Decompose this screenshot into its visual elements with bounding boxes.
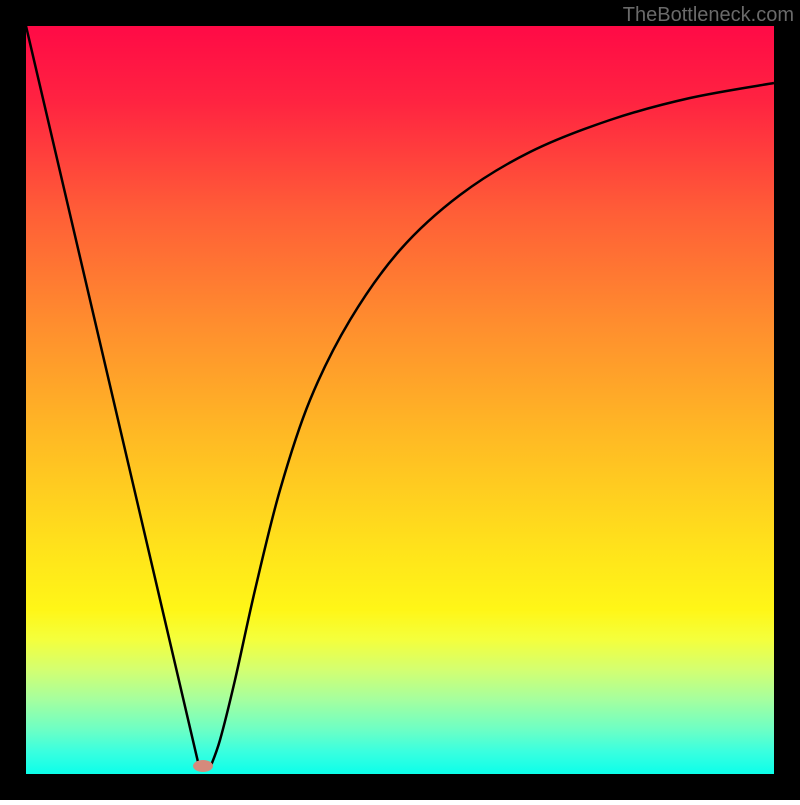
plot-background (26, 26, 774, 774)
bottleneck-chart: TheBottleneck.com (0, 0, 800, 800)
chart-svg (0, 0, 800, 800)
watermark-text: TheBottleneck.com (623, 4, 794, 27)
minimum-marker (193, 760, 213, 772)
